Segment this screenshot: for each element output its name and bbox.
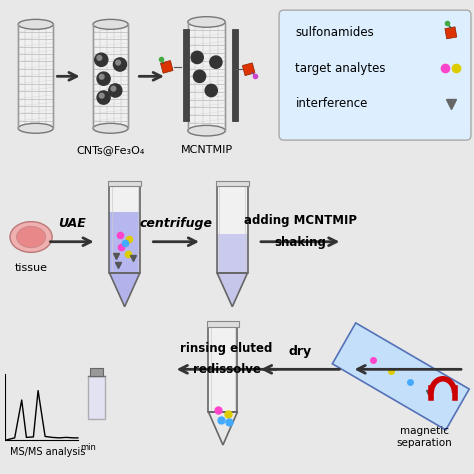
Polygon shape — [109, 273, 140, 307]
Bar — [109, 186, 140, 273]
Text: centrifuge: centrifuge — [140, 217, 213, 230]
Text: MS/MS analysis: MS/MS analysis — [10, 447, 85, 457]
Ellipse shape — [188, 125, 225, 136]
Bar — [207, 321, 239, 327]
Text: UAE: UAE — [58, 217, 86, 230]
Bar — [93, 24, 128, 128]
Bar — [217, 234, 247, 273]
Text: magnetic
separation: magnetic separation — [396, 426, 452, 447]
Bar — [109, 212, 140, 273]
Text: target analytes: target analytes — [295, 62, 386, 75]
Text: adding MCNTMIP: adding MCNTMIP — [244, 214, 356, 227]
Bar — [217, 186, 247, 273]
Text: sulfonamides: sulfonamides — [295, 27, 374, 39]
Ellipse shape — [18, 123, 53, 133]
Circle shape — [113, 58, 127, 71]
Bar — [108, 181, 141, 186]
Ellipse shape — [17, 227, 46, 247]
Bar — [109, 186, 140, 273]
Bar — [209, 327, 237, 412]
Text: tissue: tissue — [15, 263, 47, 273]
Bar — [209, 327, 237, 412]
Circle shape — [116, 60, 120, 65]
Text: shaking: shaking — [274, 236, 326, 249]
Circle shape — [111, 86, 116, 91]
Ellipse shape — [93, 19, 128, 29]
Circle shape — [100, 74, 104, 79]
Ellipse shape — [93, 123, 128, 133]
Circle shape — [97, 91, 110, 104]
Text: rinsing eluted: rinsing eluted — [180, 342, 273, 355]
Circle shape — [205, 84, 217, 97]
Text: interference: interference — [295, 97, 368, 110]
Text: CNTs@Fe₃O₄: CNTs@Fe₃O₄ — [76, 145, 145, 155]
Bar — [188, 22, 225, 131]
Ellipse shape — [188, 17, 225, 27]
Circle shape — [109, 84, 122, 97]
Bar — [183, 29, 189, 121]
FancyBboxPatch shape — [242, 63, 255, 75]
Bar — [18, 24, 53, 128]
Bar — [217, 186, 247, 273]
Bar — [232, 29, 238, 121]
Ellipse shape — [10, 222, 52, 252]
Circle shape — [97, 72, 110, 85]
Text: min: min — [80, 443, 96, 452]
Text: dry: dry — [289, 345, 312, 357]
Bar — [216, 181, 249, 186]
Text: redissolve: redissolve — [192, 364, 260, 376]
Bar — [88, 376, 105, 419]
Circle shape — [210, 56, 222, 68]
Bar — [91, 368, 103, 376]
Circle shape — [95, 53, 108, 66]
FancyBboxPatch shape — [445, 27, 457, 39]
Circle shape — [193, 70, 206, 82]
Polygon shape — [332, 323, 469, 430]
Polygon shape — [217, 273, 247, 307]
Text: MCNTMIP: MCNTMIP — [181, 145, 233, 155]
Circle shape — [97, 55, 102, 60]
Ellipse shape — [18, 19, 53, 29]
FancyBboxPatch shape — [161, 61, 173, 73]
Circle shape — [191, 51, 203, 64]
FancyBboxPatch shape — [279, 10, 471, 140]
Circle shape — [100, 93, 104, 98]
